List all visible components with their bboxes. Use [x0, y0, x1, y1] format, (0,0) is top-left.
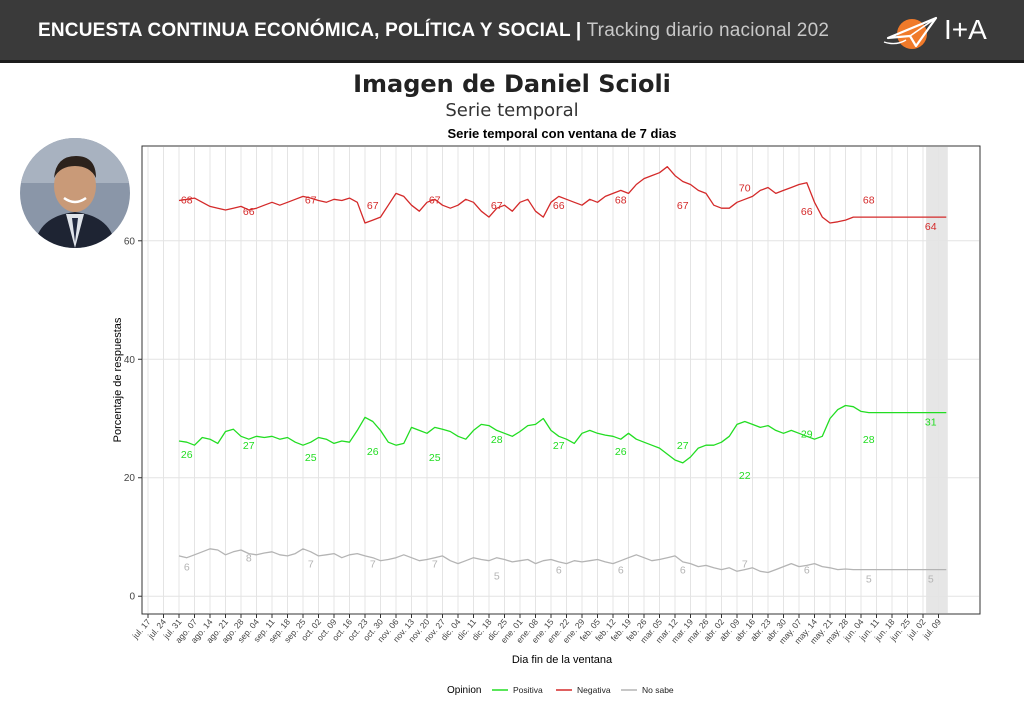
data-label: 26 [615, 446, 627, 458]
y-tick-label: 60 [124, 236, 136, 247]
data-label: 6 [804, 565, 810, 577]
report-header: ENCUESTA CONTINUA ECONÓMICA, POLÍTICA Y … [0, 0, 1024, 63]
data-label: 25 [429, 452, 441, 464]
x-axis-label: Dia fin de la ventana [512, 654, 613, 666]
avatar [20, 138, 130, 248]
highlight-band [926, 147, 948, 613]
data-label: 5 [866, 573, 872, 585]
y-axis-label: Porcentaje de respuestas [112, 317, 124, 442]
data-label: 67 [429, 194, 441, 206]
data-label: 7 [742, 559, 748, 571]
series-line-positiva [178, 404, 947, 464]
data-label: 68 [181, 194, 193, 206]
data-label: 27 [677, 440, 689, 452]
survey-title: ENCUESTA CONTINUA ECONÓMICA, POLÍTICA Y … [38, 20, 582, 41]
paper-plane-logo-icon [883, 16, 938, 49]
survey-subtitle: Tracking diario nacional 202 [586, 20, 830, 41]
data-label: 66 [553, 200, 565, 212]
data-label: 8 [246, 553, 252, 565]
legend: Opinion Positiva Negativa No sabe [447, 685, 674, 696]
portrait-icon [20, 138, 130, 248]
data-label: 6 [680, 565, 686, 577]
legend-item-label: Negativa [577, 685, 611, 695]
series-line-no-sabe [178, 548, 947, 574]
data-label: 31 [925, 416, 937, 428]
data-label: 26 [367, 446, 379, 458]
data-label: 27 [553, 440, 565, 452]
y-tick-label: 40 [124, 355, 136, 366]
y-tick-label: 0 [129, 592, 135, 603]
data-label: 22 [739, 470, 751, 482]
data-label: 67 [367, 200, 379, 212]
data-label: 67 [305, 194, 317, 206]
y-tick-label: 20 [124, 473, 136, 484]
data-label: 5 [928, 573, 934, 585]
legend-item-label: No sabe [642, 685, 674, 695]
data-label: 25 [305, 452, 317, 464]
data-label: 6 [618, 565, 624, 577]
data-label: 70 [739, 182, 751, 194]
data-label: 29 [801, 428, 813, 440]
data-label: 6 [556, 565, 562, 577]
data-label: 5 [494, 570, 500, 582]
chart-title: Serie temporal con ventana de 7 dias [447, 126, 676, 141]
data-label: 66 [801, 206, 813, 218]
data-label: 67 [491, 200, 503, 212]
data-label: 7 [308, 559, 314, 571]
page-subtitle: Serie temporal [445, 100, 579, 121]
data-label: 26 [181, 449, 193, 461]
data-label: 27 [243, 440, 255, 452]
plot-area [141, 145, 981, 615]
data-label: 64 [925, 221, 937, 233]
logo-text: I+A [944, 14, 987, 45]
data-label: 66 [243, 206, 255, 218]
legend-item-label: Positiva [513, 685, 543, 695]
data-label: 7 [432, 559, 438, 571]
data-label: 6 [184, 562, 190, 574]
page-title: Imagen de Daniel Scioli [353, 70, 671, 98]
header-title: ENCUESTA CONTINUA ECONÓMICA, POLÍTICA Y … [38, 20, 829, 42]
data-label: 68 [863, 194, 875, 206]
data-label: 68 [615, 194, 627, 206]
data-label: 28 [863, 434, 875, 446]
series-line-negativa [178, 166, 947, 224]
legend-title: Opinion [447, 685, 481, 696]
data-label: 28 [491, 434, 503, 446]
data-label: 67 [677, 200, 689, 212]
data-label: 7 [370, 559, 376, 571]
